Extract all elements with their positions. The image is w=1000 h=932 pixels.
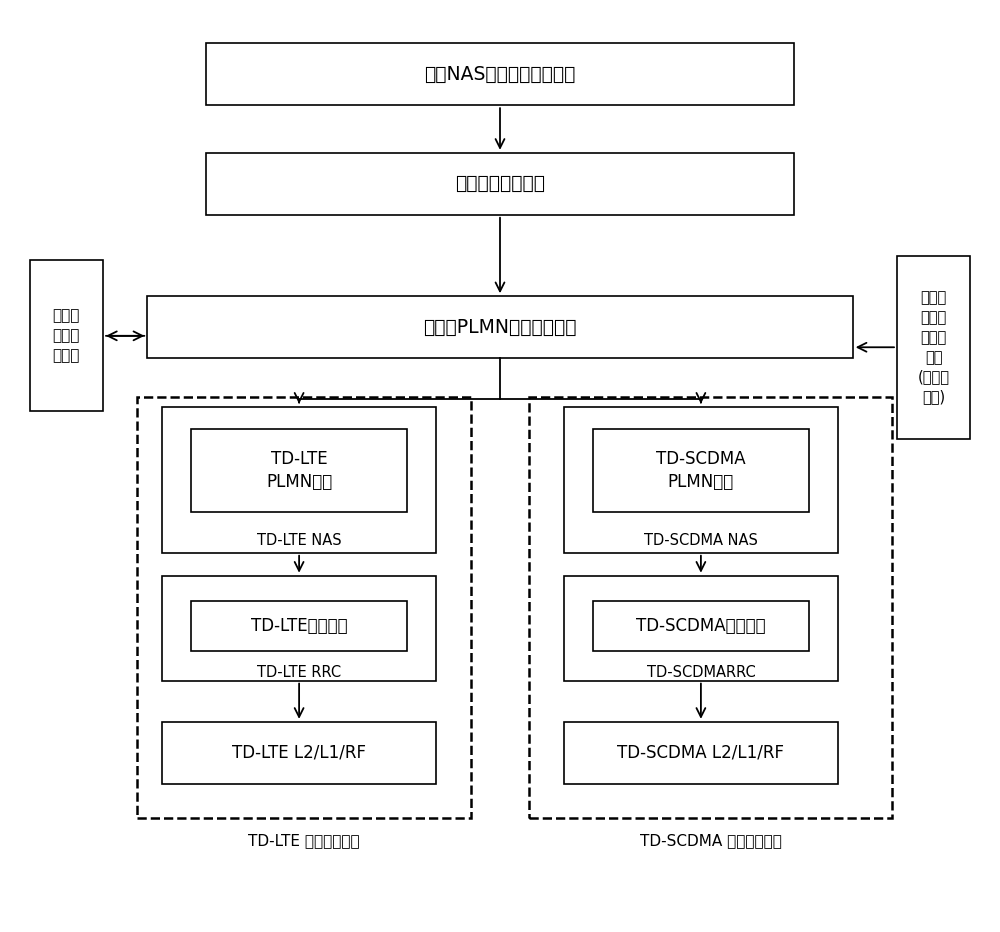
Bar [162, 406, 436, 553]
Text: TD-LTE NAS: TD-LTE NAS [257, 533, 341, 548]
Bar [564, 406, 838, 553]
Bar [529, 398, 892, 817]
Text: 多待朼PLMN选择管理模块: 多待朼PLMN选择管理模块 [423, 318, 577, 336]
Text: TD-LTE小区搜索: TD-LTE小区搜索 [251, 617, 347, 636]
Text: TD-SCDMA NAS: TD-SCDMA NAS [644, 533, 758, 548]
Bar [206, 43, 794, 105]
Bar [593, 601, 809, 651]
Text: 终端非
易失性
存储器: 终端非 易失性 存储器 [53, 308, 80, 363]
Text: TD-SCDMA小区搜索: TD-SCDMA小区搜索 [636, 617, 766, 636]
Bar [593, 430, 809, 512]
Text: TD-LTE RRC: TD-LTE RRC [257, 665, 341, 680]
Text: TD-LTE L2/L1/RF: TD-LTE L2/L1/RF [232, 744, 366, 761]
Bar [147, 296, 853, 358]
Text: TD-SCDMARRC: TD-SCDMARRC [647, 665, 755, 680]
Text: 通信模式管理模块: 通信模式管理模块 [455, 174, 545, 193]
Text: TD-SCDMA 模式搜索模块: TD-SCDMA 模式搜索模块 [640, 833, 782, 848]
Text: 其它NAS以上单卡双待模块: 其它NAS以上单卡双待模块 [424, 64, 576, 84]
Text: 人机接
口：用
户界面
显示
(运营商
信息): 人机接 口：用 户界面 显示 (运营商 信息) [918, 290, 950, 404]
Text: TD-SCDMA L2/L1/RF: TD-SCDMA L2/L1/RF [617, 744, 784, 761]
Bar [191, 430, 407, 512]
Text: TD-LTE
PLMN搜索: TD-LTE PLMN搜索 [266, 450, 332, 491]
Bar [30, 260, 103, 411]
Bar [191, 601, 407, 651]
Bar [564, 576, 838, 680]
Bar [137, 398, 471, 817]
Text: TD-LTE 模式搜索模块: TD-LTE 模式搜索模块 [248, 833, 360, 848]
Text: TD-SCDMA
PLMN搜索: TD-SCDMA PLMN搜索 [656, 450, 746, 491]
Bar [564, 721, 838, 784]
Bar [162, 576, 436, 680]
Bar [206, 153, 794, 215]
Bar [162, 721, 436, 784]
Bar [897, 256, 970, 439]
